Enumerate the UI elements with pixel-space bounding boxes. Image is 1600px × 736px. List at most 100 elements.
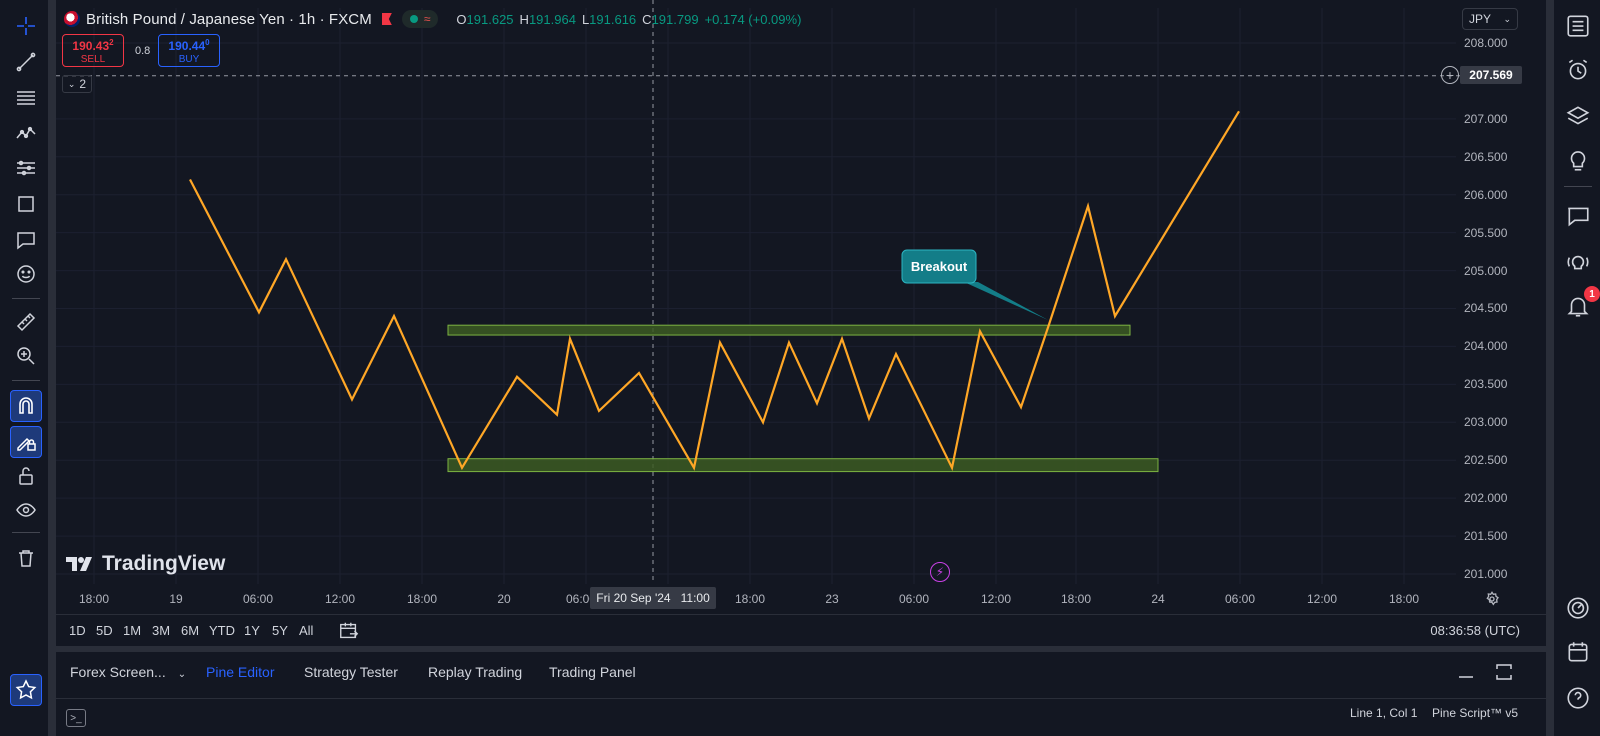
time-tick-label: 12:00 (980, 592, 1012, 606)
time-tick-label: 18:00 (1388, 592, 1420, 606)
trash-icon[interactable] (10, 542, 42, 574)
rectangle-icon[interactable] (10, 188, 42, 220)
maximize-panel-icon[interactable] (1494, 662, 1514, 682)
axis-settings-gear-icon[interactable] (1484, 591, 1500, 607)
range-button-all[interactable]: All (299, 623, 314, 638)
chat-icon[interactable] (1562, 200, 1594, 232)
price-chart[interactable]: Breakout (56, 0, 1546, 646)
price-tick-label: 206.500 (1464, 149, 1508, 164)
lightning-icon[interactable]: ⚡ (930, 562, 950, 582)
tab-forex-screener[interactable]: Forex Screen... ⌄ (70, 664, 187, 680)
alarm-clock-icon[interactable] (1562, 54, 1594, 86)
chevron-down-icon: ⌄ (1503, 13, 1511, 24)
crosshair-price-label: 207.569 (1460, 66, 1522, 84)
calendar-icon[interactable] (1562, 636, 1594, 668)
support-zone (447, 458, 1159, 473)
minimize-panel-icon[interactable] (1456, 662, 1476, 682)
emoji-icon[interactable] (10, 258, 42, 290)
ruler-icon[interactable] (10, 306, 42, 338)
bottom-panel: Forex Screen... ⌄ Pine Editor Strategy Te… (56, 652, 1546, 736)
price-tick-label: 204.500 (1464, 301, 1508, 316)
tab-strategy-tester[interactable]: Strategy Tester (304, 664, 398, 680)
indicators-toggle[interactable]: ⌄ 2 (62, 75, 92, 93)
data-delay-icon: ≈ (423, 12, 431, 26)
help-icon[interactable] (1562, 682, 1594, 714)
time-tick-label: 06:00 (1224, 592, 1256, 606)
date-range-icon[interactable] (338, 620, 360, 642)
notification-badge: 1 (1584, 286, 1600, 302)
gbpjpy-flag-icon (64, 11, 80, 27)
eye-icon[interactable] (10, 494, 42, 526)
time-tick-label: 12:00 (1306, 592, 1338, 606)
time-tick-label: 23 (825, 592, 839, 606)
trend-line-icon[interactable] (10, 46, 42, 78)
time-tick-label: 20 (497, 592, 511, 606)
layers-icon[interactable] (1562, 100, 1594, 132)
time-tick-label: 06:00 (565, 592, 597, 606)
sell-button[interactable]: 190.432 SELL (62, 34, 124, 67)
time-tick-label: 18:00 (734, 592, 766, 606)
chart-panel[interactable]: Breakout British Pound / Japanese Yen · … (56, 0, 1546, 646)
time-tick-label: 24 (1151, 592, 1165, 606)
add-alert-plus-icon[interactable]: + (1441, 66, 1459, 84)
price-change: +0.174 (+0.09%) (704, 11, 802, 27)
price-tick-label: 203.500 (1464, 377, 1508, 392)
watchlist-icon[interactable] (1562, 10, 1594, 42)
favorites-star-icon[interactable] (10, 674, 42, 706)
lock-drawing-icon[interactable] (10, 426, 42, 458)
time-tick-label: 18:00 (406, 592, 438, 606)
breakout-callout (901, 249, 977, 284)
tab-pine-editor[interactable]: Pine Editor (206, 664, 275, 680)
price-tick-label: 205.500 (1464, 225, 1508, 240)
toolbar-divider (12, 380, 40, 381)
market-status[interactable]: ≈ (401, 10, 439, 28)
pattern-icon[interactable] (10, 116, 42, 148)
unlock-icon[interactable] (10, 460, 42, 492)
gauge-icon[interactable] (1562, 592, 1594, 624)
tab-trading-panel[interactable]: Trading Panel (549, 664, 636, 680)
time-tick-label: 06:00 (242, 592, 274, 606)
range-button-3m[interactable]: 3M (152, 623, 171, 638)
zoom-in-icon[interactable] (10, 340, 42, 372)
broadcast-icon[interactable] (1562, 246, 1594, 278)
fib-retracement-icon[interactable] (10, 82, 42, 114)
price-tick-label: 203.000 (1464, 415, 1508, 430)
projection-icon[interactable] (10, 152, 42, 184)
price-tick-label: 208.000 (1464, 36, 1508, 50)
price-tick-label: 201.000 (1464, 566, 1508, 581)
currency-select[interactable]: JPY ⌄ (1462, 8, 1518, 30)
toolbar-divider (12, 532, 40, 533)
price-tick-label: 202.500 (1464, 453, 1508, 468)
symbol-title[interactable]: British Pound / Japanese Yen · 1h · FXCM (86, 10, 372, 28)
price-line (189, 110, 1240, 472)
price-tick-label: 204.000 (1464, 339, 1508, 354)
status-bar: >_ Line 1, Col 1 Pine Script™ v5 (56, 698, 1546, 736)
price-tick-label: 206.000 (1464, 187, 1508, 202)
range-button-ytd[interactable]: YTD (209, 623, 235, 638)
tab-replay-trading[interactable]: Replay Trading (428, 664, 523, 680)
range-button-1d[interactable]: 1D (69, 623, 86, 638)
range-button-5y[interactable]: 5Y (272, 623, 288, 638)
range-button-5d[interactable]: 5D (96, 623, 113, 638)
notifications-bell-icon[interactable]: 1 (1562, 286, 1600, 322)
toolbar-divider (1564, 186, 1592, 187)
range-button-6m[interactable]: 6M (181, 623, 200, 638)
range-button-1y[interactable]: 1Y (244, 623, 260, 638)
chevron-down-icon: ⌄ (177, 669, 187, 680)
cursor-position: Line 1, Col 1 (1350, 706, 1418, 720)
toolbar-divider (12, 298, 40, 299)
utc-clock[interactable]: 08:36:58 (UTC) (1430, 623, 1520, 638)
text-note-icon[interactable] (10, 224, 42, 256)
price-tick-label: 202.000 (1464, 491, 1508, 506)
ideas-lightbulb-icon[interactable] (1562, 144, 1594, 176)
price-tick-label: 207.000 (1464, 111, 1508, 126)
time-tick-label: 18:00 (1060, 592, 1092, 606)
buy-button[interactable]: 190.440 BUY (158, 34, 220, 67)
range-button-1m[interactable]: 1M (123, 623, 142, 638)
flag-marker-icon[interactable] (381, 13, 392, 25)
range-toolbar: 1D 5D 1M 3M 6M YTD 1Y 5Y All 08:36:58 (UTC) (56, 614, 1546, 646)
console-icon[interactable]: >_ (66, 709, 86, 727)
crosshair-icon[interactable] (10, 10, 42, 42)
magnet-icon[interactable] (10, 390, 42, 422)
